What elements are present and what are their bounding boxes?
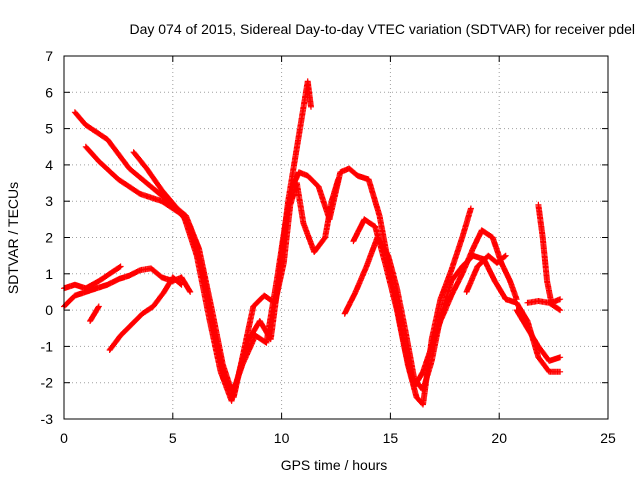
series-markers bbox=[87, 303, 102, 324]
x-tick-label: 10 bbox=[274, 430, 290, 446]
series-track-1 bbox=[71, 109, 342, 401]
series-markers bbox=[535, 201, 564, 306]
y-tick-label: 0 bbox=[45, 302, 53, 318]
ticks: 0 5 10 15 20 25 -3 -2 -1 0 1 2 3 4 5 6 7 bbox=[41, 48, 616, 446]
series-track-10 bbox=[463, 252, 509, 295]
series-track-12 bbox=[535, 201, 564, 306]
x-tick-label: 5 bbox=[169, 430, 177, 446]
series-markers bbox=[71, 109, 342, 401]
y-tick-label: 5 bbox=[45, 121, 53, 137]
x-tick-label: 25 bbox=[600, 430, 616, 446]
y-tick-label: -2 bbox=[41, 375, 54, 391]
grid bbox=[64, 56, 608, 419]
y-tick-label: -3 bbox=[41, 411, 54, 427]
series-markers bbox=[524, 298, 564, 314]
y-tick-label: 1 bbox=[45, 266, 53, 282]
series-markers bbox=[350, 216, 520, 390]
y-tick-label: 6 bbox=[45, 84, 53, 100]
series-markers bbox=[106, 274, 185, 353]
series-track-9 bbox=[350, 216, 520, 390]
x-tick-label: 0 bbox=[60, 430, 68, 446]
series-track-13 bbox=[524, 298, 564, 314]
y-tick-label: 4 bbox=[45, 157, 53, 173]
series-track-7 bbox=[106, 274, 185, 353]
y-tick-label: 7 bbox=[45, 48, 53, 64]
y-tick-label: 3 bbox=[45, 193, 53, 209]
series-track-11 bbox=[513, 307, 564, 364]
x-tick-label: 20 bbox=[491, 430, 507, 446]
y-tick-label: 2 bbox=[45, 230, 53, 246]
data-layer bbox=[61, 78, 564, 408]
y-tick-label: -1 bbox=[41, 338, 54, 354]
chart-title: Day 074 of 2015, Sidereal Day-to-day VTE… bbox=[129, 21, 635, 37]
series-markers bbox=[463, 252, 509, 295]
series-track-5 bbox=[87, 303, 102, 324]
x-axis-label: GPS time / hours bbox=[281, 457, 388, 473]
x-tick-label: 15 bbox=[383, 430, 399, 446]
y-axis-label: SDTVAR / TECUs bbox=[5, 182, 21, 294]
